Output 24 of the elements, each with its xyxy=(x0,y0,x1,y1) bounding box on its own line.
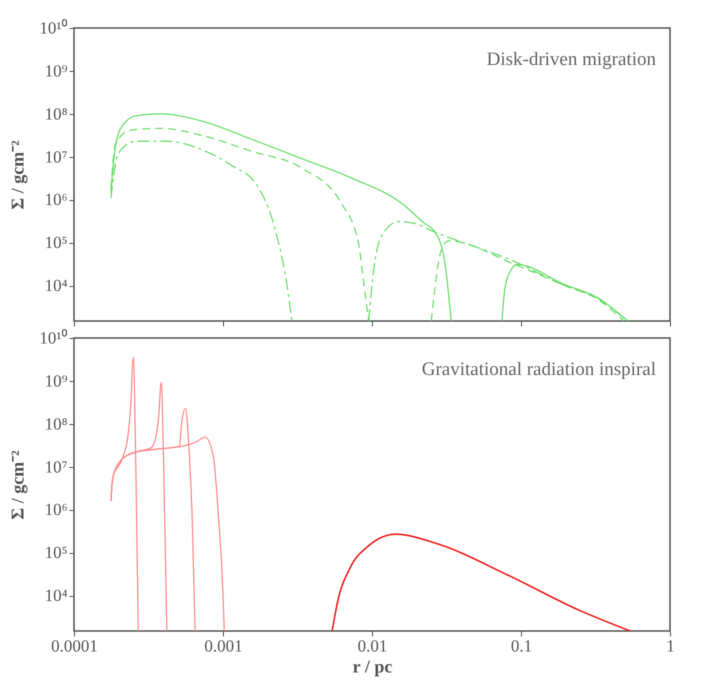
x-tick-label: 0.01 xyxy=(358,636,388,656)
x-tick-label: 1 xyxy=(666,636,675,656)
y-tick-label: 10⁷ xyxy=(44,147,68,166)
y-axis-title: Σ / gcm⁻² xyxy=(7,450,28,520)
x-axis-title: r / pc xyxy=(352,656,392,676)
y-tick-label: 10⁵ xyxy=(44,543,68,562)
y-tick-label: 10⁸ xyxy=(44,104,68,124)
y-tick-label: 10¹⁰ xyxy=(39,328,68,348)
annotation: Gravitational radiation inspiral xyxy=(422,359,656,380)
y-tick-label: 10⁶ xyxy=(44,190,68,210)
y-tick-label: 10⁹ xyxy=(44,371,68,390)
annotation: Disk-driven migration xyxy=(486,49,656,70)
y-tick-label: 10⁷ xyxy=(44,457,68,476)
y-axis-title: Σ / gcm⁻² xyxy=(7,140,28,210)
y-tick-label: 10⁶ xyxy=(44,500,68,520)
y-tick-label: 10⁸ xyxy=(44,414,68,434)
y-tick-label: 10⁴ xyxy=(44,586,68,606)
y-tick-label: 10¹⁰ xyxy=(39,18,68,38)
x-tick-label: 0.0001 xyxy=(51,636,98,656)
x-tick-label: 0.001 xyxy=(204,636,243,656)
x-tick-label: 0.1 xyxy=(510,636,532,656)
y-tick-label: 10⁴ xyxy=(44,276,68,296)
y-tick-label: 10⁹ xyxy=(44,61,68,80)
y-tick-label: 10⁵ xyxy=(44,233,68,252)
